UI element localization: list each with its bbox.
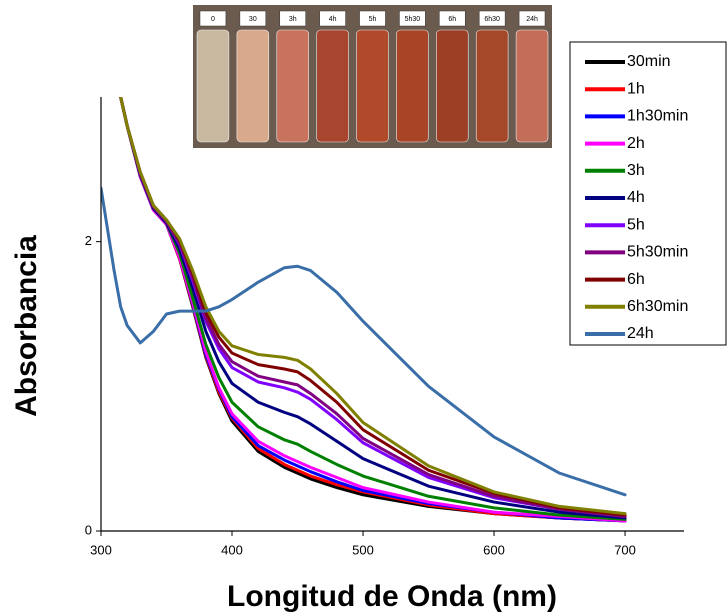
inset-photo: 0 30 3h 4h 5h 5h30 6h 6h30 24h: [193, 5, 552, 148]
x-axis-title: Longitud de Onda (nm): [227, 580, 557, 613]
vial-label-bg: [239, 10, 267, 27]
legend-label: 5h30min: [627, 244, 688, 261]
vial: [396, 29, 429, 143]
legend-box: [569, 41, 727, 346]
vial-label-bg: [279, 10, 306, 27]
legend-label: 1h30min: [627, 108, 688, 125]
x-tick-label: 300: [90, 542, 112, 557]
inset-label: 24h: [526, 16, 538, 23]
inset-label: 6h30: [484, 16, 500, 23]
legend: 30min 1h 1h30min 2h 3h 4h 5h 5h30min 6h 6h30min 24…: [585, 53, 688, 342]
vial-label-bg: [399, 10, 426, 27]
vial: [475, 29, 509, 143]
inset-label: 5h30: [405, 16, 421, 23]
vial: [276, 29, 309, 143]
axes: 300 400 500 600 700 0 2: [85, 97, 684, 557]
series-line: [101, 186, 627, 497]
series-line: [119, 97, 627, 521]
x-tick-label: 500: [352, 542, 374, 557]
legend-label: 6h30min: [627, 298, 688, 315]
plot-area: [101, 97, 627, 523]
legend-label: 5h: [627, 216, 645, 233]
inset-label: 6h: [448, 16, 456, 23]
vial: [436, 29, 469, 143]
y-tick-label: 2: [85, 233, 92, 248]
legend-label: 3h: [627, 162, 645, 179]
vial: [196, 29, 230, 143]
inset-label: 30: [249, 16, 257, 23]
vial: [356, 29, 389, 143]
inset-label: 0: [211, 16, 215, 23]
x-tick-label: 700: [614, 542, 636, 557]
inset-label: 5h: [369, 16, 377, 23]
vial-label-bg: [439, 10, 466, 27]
inset-label: 3h: [289, 16, 297, 23]
vial-label-bg: [199, 10, 227, 27]
vial: [316, 29, 349, 143]
legend-label: 4h: [627, 189, 645, 206]
legend-label: 24h: [627, 325, 654, 342]
vial-label-bg: [359, 10, 386, 27]
vial: [515, 29, 549, 143]
legend-label: 2h: [627, 135, 645, 152]
x-tick-label: 600: [483, 542, 505, 557]
vial-label-bg: [518, 10, 546, 27]
vial-label-bg: [478, 10, 506, 27]
inset-label: 4h: [329, 16, 337, 23]
vial: [236, 29, 270, 143]
legend-label: 6h: [627, 271, 645, 288]
y-axis-title: Absorbancia: [10, 235, 43, 417]
vial-label-bg: [319, 10, 346, 27]
legend-label: 1h: [627, 80, 645, 97]
y-tick-label: 0: [85, 522, 92, 537]
series-line: [119, 97, 627, 516]
x-tick-label: 400: [221, 542, 243, 557]
legend-label: 30min: [627, 53, 671, 70]
